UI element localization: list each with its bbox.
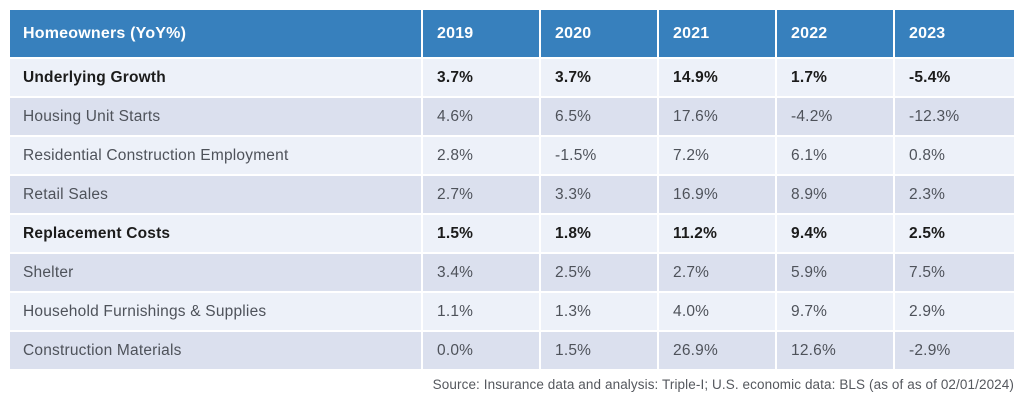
table-row: Housing Unit Starts 4.6% 6.5% 17.6% -4.2% -12… <box>10 96 1014 136</box>
value-cell: 7.5% <box>893 252 1014 292</box>
value-cell: 3.3% <box>539 174 658 214</box>
value-cell: 5.9% <box>775 252 894 292</box>
year-column-header: 2020 <box>539 10 658 58</box>
value-cell: 2.7% <box>657 252 776 292</box>
value-cell: 4.6% <box>421 96 540 136</box>
row-label: Replacement Costs <box>10 213 422 253</box>
value-cell: -2.9% <box>893 330 1014 369</box>
value-cell: 14.9% <box>657 57 776 97</box>
value-cell: 1.3% <box>539 291 658 331</box>
value-cell: 1.8% <box>539 213 658 253</box>
value-cell: 3.4% <box>421 252 540 292</box>
value-cell: 3.7% <box>421 57 540 97</box>
table-row: Household Furnishings & Supplies 1.1% 1.3%… <box>10 291 1014 331</box>
homeowners-yoy-table: Homeowners (YoY%) 2019 2020 2021 2022 2023 U… <box>10 10 1014 369</box>
value-cell: 1.5% <box>539 330 658 369</box>
value-cell: 2.5% <box>893 213 1014 253</box>
year-column-header: 2021 <box>657 10 776 58</box>
table-row: Shelter 3.4% 2.5% 2.7% 5.9% 7.5% <box>10 252 1014 292</box>
value-cell: 1.7% <box>775 57 894 97</box>
table-row: Retail Sales 2.7% 3.3% 16.9% 8.9% 2.3% <box>10 174 1014 214</box>
value-cell: 4.0% <box>657 291 776 331</box>
value-cell: 2.9% <box>893 291 1014 331</box>
value-cell: 2.5% <box>539 252 658 292</box>
row-label: Underlying Growth <box>10 57 422 97</box>
table-row: Underlying Growth 3.7% 3.7% 14.9% 1.7% -5.4% <box>10 57 1014 97</box>
source-note: Source: Insurance data and analysis: Tri… <box>432 377 1014 392</box>
row-label: Shelter <box>10 252 422 292</box>
row-label: Construction Materials <box>10 330 422 369</box>
row-label: Retail Sales <box>10 174 422 214</box>
table-row: Replacement Costs 1.5% 1.8% 11.2% 9.4% 2.5% <box>10 213 1014 253</box>
table-row: Residential Construction Employment 2.8% -… <box>10 135 1014 175</box>
value-cell: -4.2% <box>775 96 894 136</box>
value-cell: 12.6% <box>775 330 894 369</box>
value-cell: 26.9% <box>657 330 776 369</box>
value-cell: 11.2% <box>657 213 776 253</box>
value-cell: 2.3% <box>893 174 1014 214</box>
row-label: Housing Unit Starts <box>10 96 422 136</box>
value-cell: -1.5% <box>539 135 658 175</box>
value-cell: 6.5% <box>539 96 658 136</box>
value-cell: 16.9% <box>657 174 776 214</box>
homeowners-yoy-page: Homeowners (YoY%) 2019 2020 2021 2022 2023 U… <box>10 10 1014 392</box>
value-cell: 0.8% <box>893 135 1014 175</box>
value-cell: -5.4% <box>893 57 1014 97</box>
value-cell: 7.2% <box>657 135 776 175</box>
year-column-header: 2019 <box>421 10 540 58</box>
value-cell: 6.1% <box>775 135 894 175</box>
value-cell: 2.8% <box>421 135 540 175</box>
row-label: Household Furnishings & Supplies <box>10 291 422 331</box>
year-column-header: 2023 <box>893 10 1014 58</box>
value-cell: 17.6% <box>657 96 776 136</box>
value-cell: 9.4% <box>775 213 894 253</box>
value-cell: 3.7% <box>539 57 658 97</box>
table-header-row: Homeowners (YoY%) 2019 2020 2021 2022 2023 <box>10 10 1014 58</box>
table-row: Construction Materials 0.0% 1.5% 26.9% 12.6%… <box>10 330 1014 369</box>
value-cell: -12.3% <box>893 96 1014 136</box>
value-cell: 2.7% <box>421 174 540 214</box>
value-cell: 8.9% <box>775 174 894 214</box>
value-cell: 1.1% <box>421 291 540 331</box>
table-title: Homeowners (YoY%) <box>10 10 422 58</box>
value-cell: 1.5% <box>421 213 540 253</box>
row-label: Residential Construction Employment <box>10 135 422 175</box>
year-column-header: 2022 <box>775 10 894 58</box>
value-cell: 0.0% <box>421 330 540 369</box>
value-cell: 9.7% <box>775 291 894 331</box>
